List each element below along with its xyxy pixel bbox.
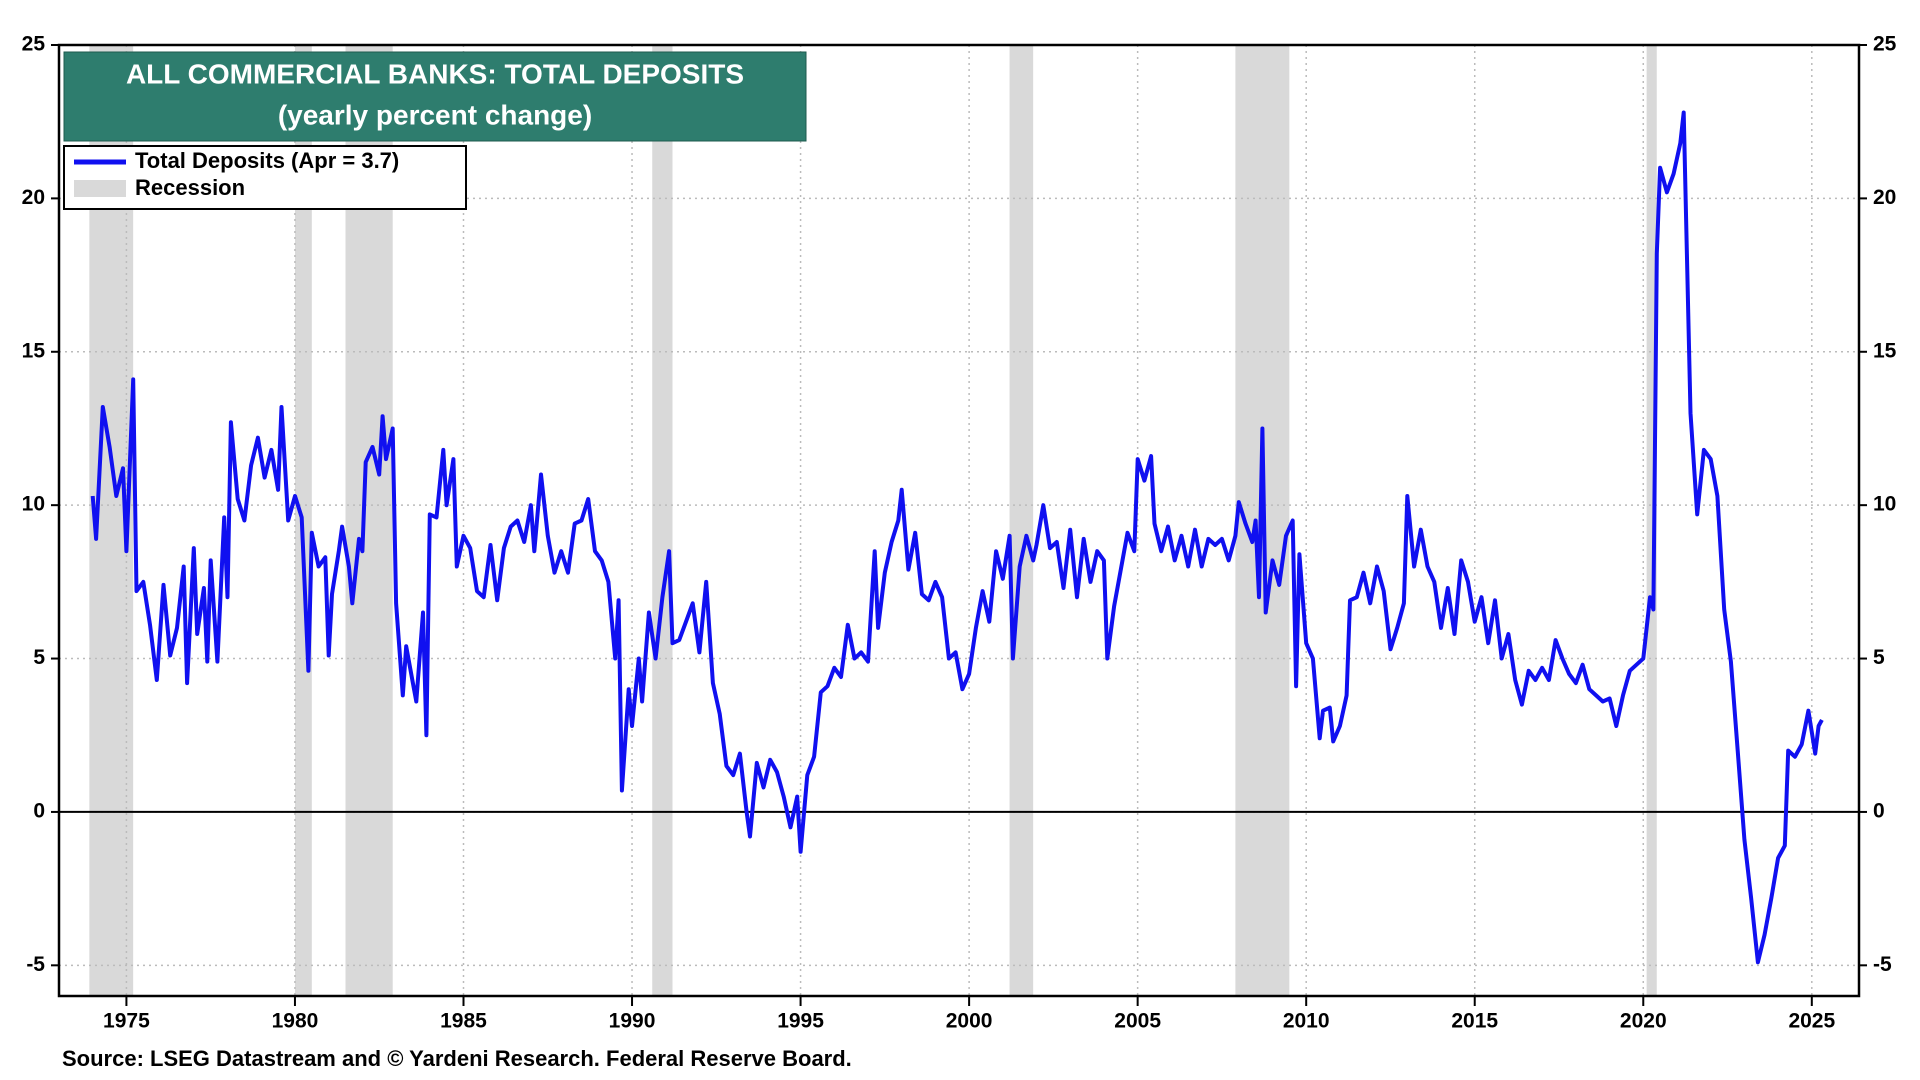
x-tick-label: 2005 — [1114, 1010, 1161, 1033]
y2-tick-label: 25 — [1873, 33, 1897, 56]
recession-band — [1646, 45, 1657, 996]
x-tick-label: 2020 — [1620, 1010, 1667, 1033]
x-tick-label: 2010 — [1283, 1010, 1330, 1033]
recession-band — [652, 45, 673, 996]
y2-tick-label: 5 — [1873, 646, 1885, 669]
x-tick-label: 2025 — [1788, 1010, 1835, 1033]
y2-tick-label: 0 — [1873, 799, 1885, 822]
y2-tick-label: 10 — [1873, 493, 1896, 516]
y-tick-label: 5 — [33, 646, 45, 669]
chart-subtitle: (yearly percent change) — [278, 99, 592, 130]
y-tick-label: 25 — [22, 33, 46, 56]
recession-band — [1009, 45, 1034, 996]
source-note: Source: LSEG Datastream and © Yardeni Re… — [62, 1046, 852, 1071]
x-tick-label: 1985 — [440, 1010, 487, 1033]
y-tick-label: 20 — [22, 186, 45, 209]
y-tick-label: -5 — [26, 953, 45, 976]
legend-box — [63, 145, 467, 210]
x-tick-label: 2000 — [946, 1010, 993, 1033]
legend-swatch — [74, 180, 126, 197]
x-tick-label: 1975 — [103, 1010, 150, 1033]
legend-label: Total Deposits (Apr = 3.7) — [135, 148, 399, 173]
x-tick-label: 2015 — [1451, 1010, 1498, 1033]
x-tick-label: 1990 — [609, 1010, 656, 1033]
data-line — [90, 110, 1824, 965]
x-tick-label: 1995 — [777, 1010, 824, 1033]
y-tick-label: 15 — [22, 339, 46, 362]
y2-tick-label: -5 — [1873, 953, 1892, 976]
x-tick-label: 1980 — [272, 1010, 319, 1033]
y2-tick-label: 20 — [1873, 186, 1896, 209]
y2-tick-label: 15 — [1873, 339, 1897, 362]
y-tick-label: 10 — [22, 493, 45, 516]
plot-frame — [57, 43, 1861, 998]
legend-label: Recession — [135, 175, 245, 200]
y-tick-label: 0 — [33, 799, 45, 822]
chart-title: ALL COMMERCIAL BANKS: TOTAL DEPOSITS — [126, 58, 744, 89]
title-box — [63, 51, 807, 142]
